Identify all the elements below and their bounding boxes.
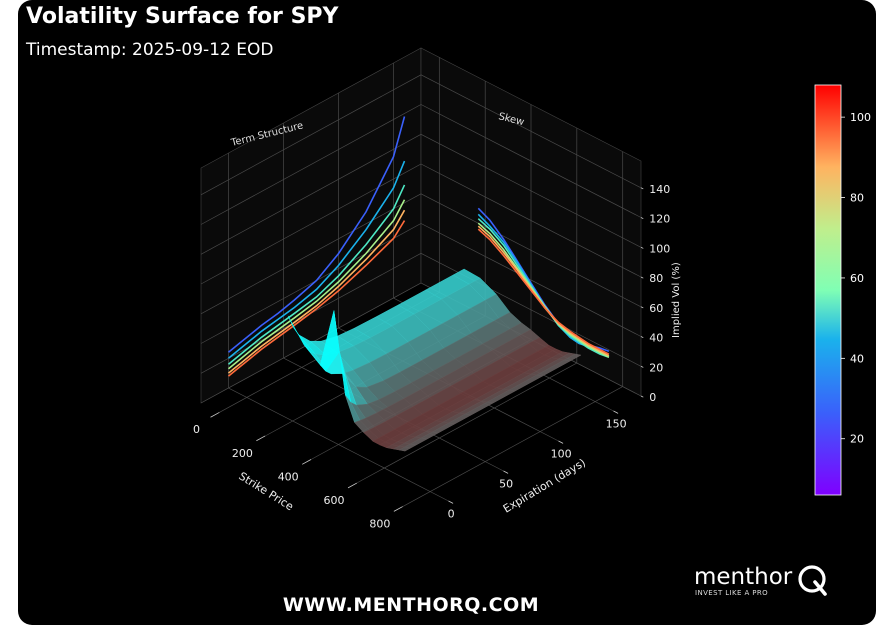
z-tick-mark: [640, 246, 644, 249]
chart-frame: Volatility Surface for SPY Timestamp: 20…: [18, 0, 876, 625]
z-grid-line: [200, 74, 642, 196]
x-tick-label: 200: [232, 447, 253, 460]
x-tick-mark: [302, 459, 312, 465]
z-grid-line: [200, 193, 642, 315]
x-tick-label: 0: [193, 423, 200, 436]
z-tick-mark: [640, 217, 644, 220]
z-tick-mark: [640, 336, 644, 339]
term-structure-line: [227, 116, 406, 353]
y-tick-label: 100: [551, 447, 572, 460]
x-tick-mark: [210, 412, 220, 418]
y-tick-mark: [613, 410, 619, 414]
z-tick-mark: [640, 187, 644, 190]
z-tick-label: 80: [649, 272, 663, 285]
term-structure-line: [227, 160, 406, 359]
term-structure-line: [227, 184, 406, 365]
logo-q-icon: [798, 565, 827, 596]
colorbar-ticks: 20 40 60 80 100: [841, 111, 871, 446]
x-grid-line: [356, 128, 578, 484]
logo-wordmark: menthor: [694, 564, 793, 590]
x-tick-mark: [393, 506, 403, 512]
x-grid-line: [402, 151, 624, 507]
x-tick-label: 400: [278, 470, 299, 483]
axis-ticks: 0 200 400 600 800 0 50 100 150 0 20 40 60 80 100 120 140: [193, 183, 670, 530]
z-tick-mark: [640, 306, 644, 309]
footer-url: WWW.MENTHORQ.COM: [282, 594, 540, 616]
z-tick-mark: [640, 395, 644, 398]
colorbar-tick-label: 80: [850, 192, 864, 205]
z-tick-label: 20: [649, 361, 663, 374]
x-tick-mark: [347, 482, 358, 489]
colorbar-tick-label: 100: [850, 111, 871, 124]
y-tick-label: 0: [448, 507, 455, 520]
y-tick-label: 50: [499, 477, 513, 490]
skew-projection: [477, 207, 610, 358]
z-tick-label: 140: [649, 183, 670, 196]
chart-title: Volatility Surface for SPY: [26, 4, 339, 29]
surface-patch: [398, 446, 412, 452]
y-tick-mark: [448, 500, 454, 504]
colorbar: [814, 84, 842, 496]
colorbar-tick-label: 20: [850, 433, 864, 446]
z-grid-line: [200, 223, 642, 344]
z-tick-mark: [640, 365, 644, 368]
z-tick-mark: [640, 276, 644, 279]
z-tick-label: 40: [649, 332, 663, 345]
z-grid-line: [200, 133, 642, 255]
term-structure-projection: [227, 116, 406, 377]
menthorq-logo: menthor INVEST LIKE A PRO: [694, 564, 864, 604]
term-structure-line: [227, 209, 406, 374]
z-tick-label: 100: [649, 242, 670, 255]
z-grid-line: [200, 104, 642, 225]
colorbar-tick-label: 40: [850, 352, 864, 365]
x-tick-label: 800: [369, 517, 390, 530]
volatility-surface-plot: 0 200 400 600 800 0 50 100 150 0 20 40 60 80 100 120 140…: [193, 47, 871, 530]
surface-mesh: [287, 268, 582, 452]
y-grid-line: [228, 153, 449, 502]
z-grid-line: [200, 163, 642, 285]
y-tick-label: 150: [606, 417, 627, 430]
x-tick-mark: [256, 435, 266, 442]
y-tick-mark: [558, 440, 564, 444]
z-axis-label: Implied Vol (%): [671, 262, 682, 338]
y-tick-mark: [503, 470, 509, 474]
term-structure-line: [227, 220, 406, 377]
z-tick-label: 60: [649, 302, 663, 315]
colorbar-tick-label: 60: [850, 272, 864, 285]
y-axis-label: Expiration (days): [501, 456, 588, 516]
term-structure-line: [227, 199, 406, 370]
z-tick-label: 0: [649, 391, 656, 404]
skew-line: [477, 228, 610, 355]
z-tick-label: 120: [649, 213, 670, 226]
chart-subtitle: Timestamp: 2025-09-12 EOD: [26, 40, 274, 60]
x-tick-label: 600: [324, 494, 345, 507]
logo-tagline: INVEST LIKE A PRO: [695, 589, 769, 597]
